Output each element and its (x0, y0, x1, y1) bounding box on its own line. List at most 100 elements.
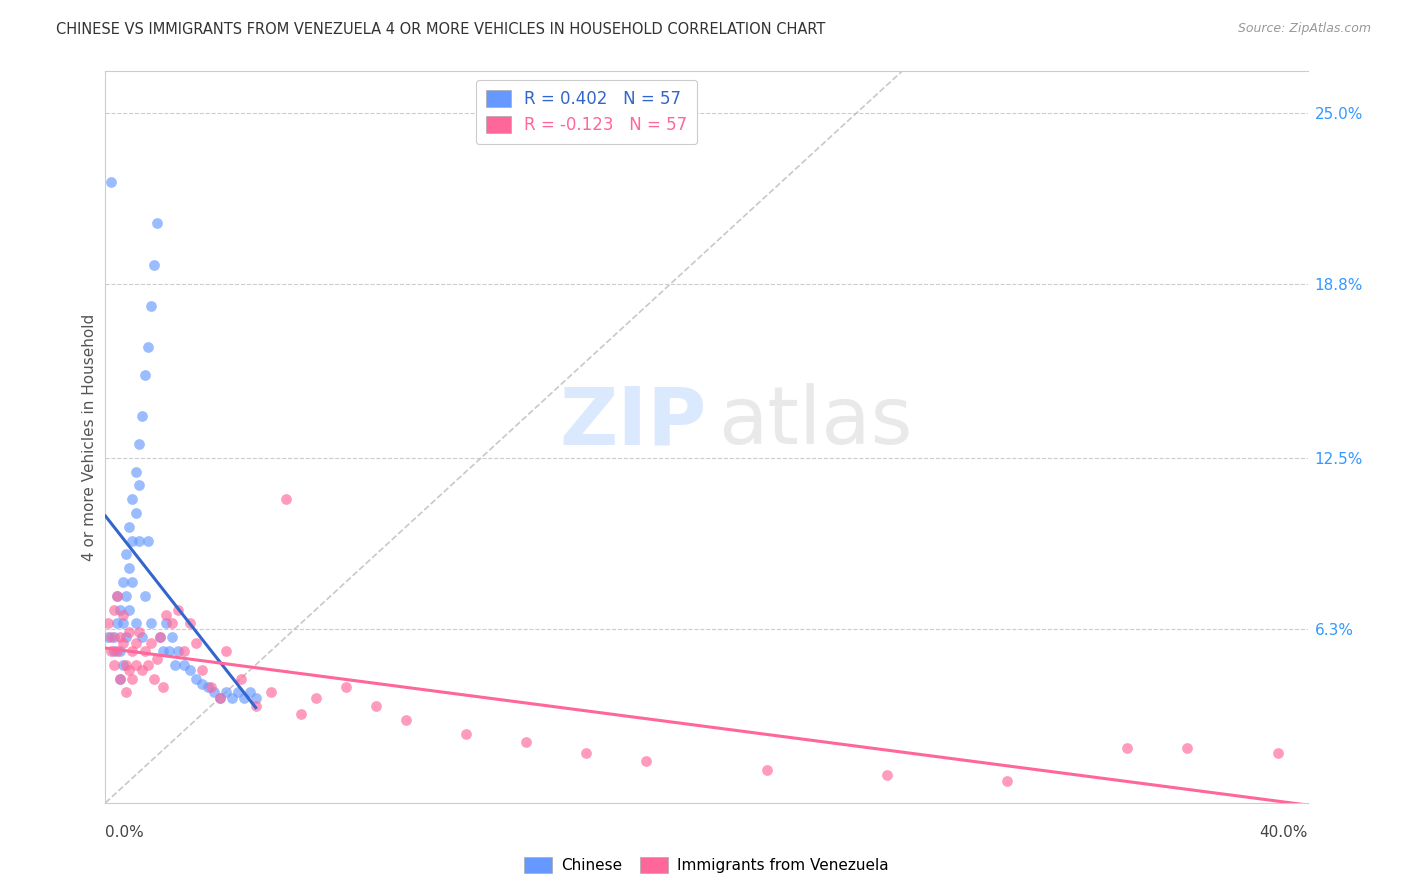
Point (197, 680, 219, 694)
Point (148, 630, 170, 644)
Point (575, 746, 598, 760)
Point (112, 616, 135, 631)
Point (115, 685, 138, 699)
Text: Source: ZipAtlas.com: Source: ZipAtlas.com (1237, 22, 1371, 36)
Point (200, 680, 222, 694)
Point (202, 685, 225, 699)
Point (128, 624, 150, 639)
Point (145, 652, 167, 666)
Point (115, 589, 138, 603)
Point (148, 630, 170, 644)
Point (155, 616, 177, 631)
Point (245, 690, 267, 705)
Point (160, 616, 183, 631)
Point (100, 630, 122, 644)
Point (152, 644, 174, 658)
Point (876, 768, 898, 782)
Point (208, 690, 231, 705)
Point (118, 663, 141, 677)
Point (274, 492, 297, 507)
Point (121, 644, 143, 658)
Point (142, 258, 165, 272)
Point (1267, 746, 1289, 760)
Point (124, 465, 146, 479)
Text: ZIP: ZIP (560, 384, 707, 461)
Point (239, 685, 262, 699)
Point (103, 602, 125, 616)
Point (121, 672, 143, 686)
Point (395, 713, 418, 727)
Text: atlas: atlas (718, 384, 912, 461)
Point (184, 636, 207, 650)
Point (134, 368, 156, 382)
Point (107, 616, 129, 631)
Text: 0.0%: 0.0% (105, 825, 145, 840)
Point (112, 636, 135, 650)
Point (131, 663, 153, 677)
Point (121, 533, 143, 548)
Point (173, 644, 195, 658)
Point (118, 624, 141, 639)
Point (112, 608, 135, 623)
Point (214, 685, 236, 699)
Point (107, 589, 129, 603)
Point (179, 616, 201, 631)
Point (184, 672, 207, 686)
Point (107, 589, 129, 603)
Point (112, 657, 135, 672)
Point (229, 672, 252, 686)
Point (142, 672, 165, 686)
Point (134, 644, 156, 658)
Point (131, 630, 153, 644)
Point (121, 492, 143, 507)
Point (110, 644, 132, 658)
Point (103, 644, 125, 658)
Point (190, 677, 212, 691)
Point (107, 644, 129, 658)
Point (157, 644, 180, 658)
Point (290, 707, 312, 722)
Point (1175, 740, 1198, 755)
Point (112, 574, 135, 589)
Point (128, 437, 150, 451)
Point (214, 644, 236, 658)
Point (97, 616, 120, 631)
Point (97, 630, 120, 644)
Point (103, 657, 125, 672)
Point (136, 340, 159, 354)
Point (124, 636, 146, 650)
Point (115, 657, 138, 672)
Point (103, 630, 125, 644)
Point (335, 680, 357, 694)
Point (136, 533, 159, 548)
Point (1116, 740, 1139, 755)
Point (131, 409, 153, 424)
Point (152, 680, 174, 694)
Point (139, 636, 162, 650)
Point (208, 690, 231, 705)
Text: 40.0%: 40.0% (1260, 825, 1308, 840)
Point (226, 685, 249, 699)
Point (305, 690, 328, 705)
Point (124, 616, 146, 631)
Point (124, 506, 146, 520)
Point (100, 175, 122, 189)
Point (166, 602, 188, 616)
Point (364, 699, 387, 714)
Point (139, 616, 162, 631)
Point (145, 216, 167, 230)
Point (139, 299, 162, 313)
Point (995, 773, 1018, 788)
Point (166, 644, 188, 658)
Point (260, 685, 283, 699)
Point (100, 644, 122, 658)
Point (110, 672, 132, 686)
Point (124, 657, 146, 672)
Point (232, 690, 254, 705)
Legend: Chinese, Immigrants from Venezuela: Chinese, Immigrants from Venezuela (519, 851, 894, 880)
Point (454, 727, 477, 741)
Point (115, 630, 138, 644)
Y-axis label: 4 or more Vehicles in Household: 4 or more Vehicles in Household (82, 313, 97, 561)
Point (110, 672, 132, 686)
Point (118, 561, 141, 575)
